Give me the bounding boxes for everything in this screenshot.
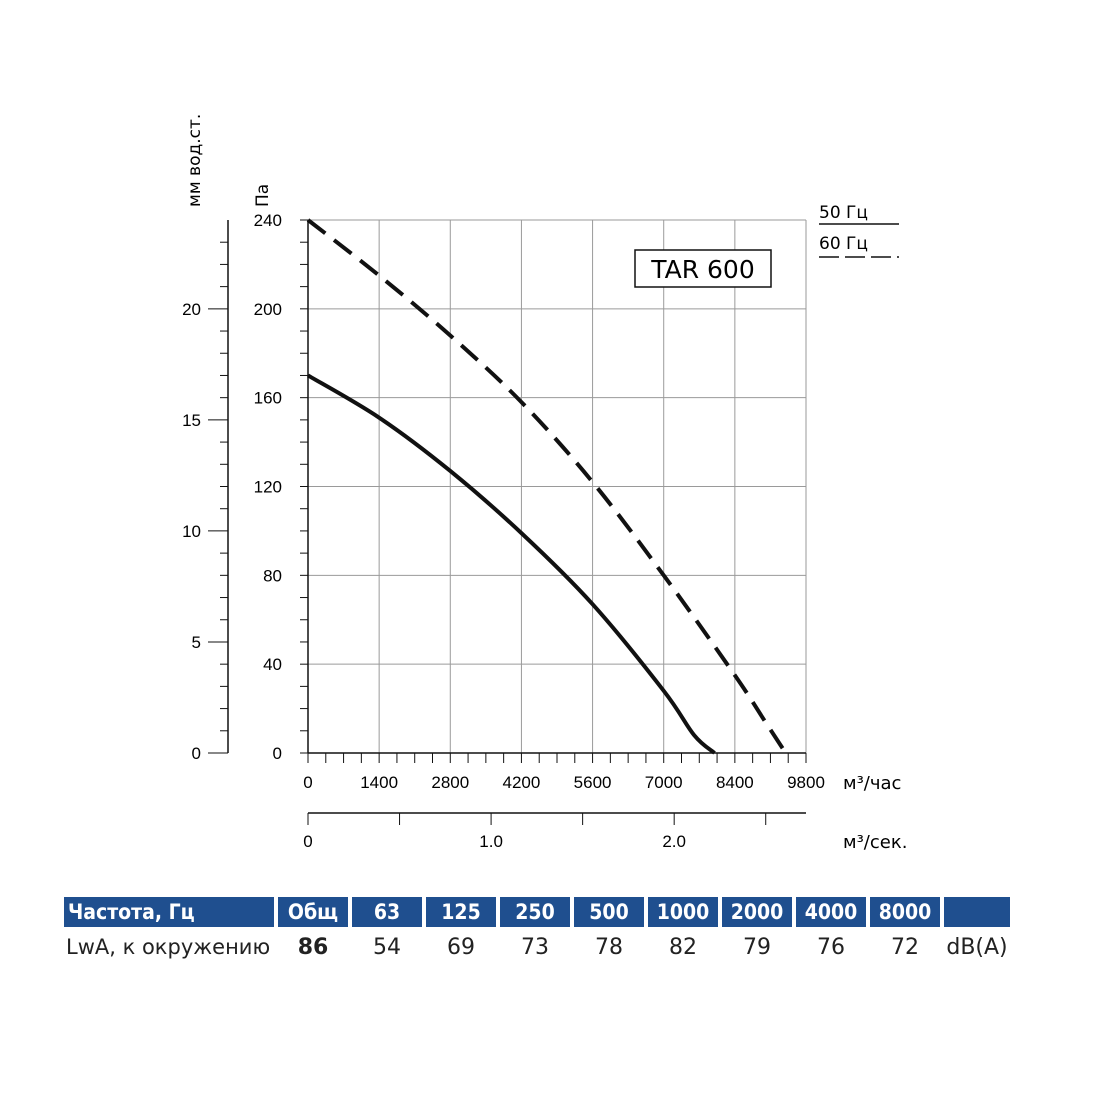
x-primary-tick-label: 7000: [645, 773, 683, 792]
band-value: 54: [373, 934, 401, 960]
noise-table-header-row: Частота, Гц Общ 63 125 250 500 1000 2000…: [64, 897, 1010, 927]
band-value: 72: [891, 934, 919, 960]
x-primary-label: м³/час: [843, 773, 901, 794]
y-primary-tick-label: 40: [263, 655, 282, 674]
x-primary-tick-label: 0: [303, 773, 312, 792]
header-cell: [944, 897, 1010, 927]
model-label: TAR 600: [650, 255, 754, 284]
header-cell: 4000: [796, 897, 866, 927]
x-primary-tick-label: 4200: [503, 773, 541, 792]
model-label-box: TAR 600: [634, 249, 772, 288]
y-secondary-label: мм вод.ст.: [185, 114, 205, 207]
y-secondary-tick-label: 20: [182, 300, 201, 319]
header-cell: 63: [352, 897, 422, 927]
y-secondary-tick-label: 0: [192, 744, 201, 763]
x-primary-tick-label: 5600: [574, 773, 612, 792]
grid: [307, 219, 807, 754]
y-primary-tick-label: 80: [263, 566, 282, 585]
band-value: 78: [595, 934, 623, 960]
header-cell: 500: [574, 897, 644, 927]
band-value: 79: [743, 934, 771, 960]
x-secondary-tick-label: 1.0: [479, 832, 503, 851]
y-primary-tick-label: 240: [254, 211, 282, 230]
y-secondary-tick-label: 5: [192, 633, 201, 652]
y-primary-tick-label: 120: [254, 478, 282, 497]
header-cell: 250: [500, 897, 570, 927]
noise-table-value-row: LwA, к окружению 86 54 69 73 78 82 79 76…: [64, 927, 1010, 967]
x-primary-tick-label: 2800: [431, 773, 469, 792]
x-secondary-label: м³/сек.: [843, 832, 907, 853]
header-cell: 8000: [870, 897, 940, 927]
header-cell: 2000: [722, 897, 792, 927]
band-value: 82: [669, 934, 697, 960]
series: [306, 218, 788, 755]
header-cell: Общ: [278, 897, 348, 927]
y-secondary-tick-label: 15: [182, 411, 201, 430]
y-primary-tick-label: 0: [273, 744, 282, 763]
header-cell: Частота, Гц: [64, 897, 274, 927]
curve-60hz: [306, 218, 788, 755]
x-secondary-tick-label: 0: [303, 832, 312, 851]
x-primary-tick-label: 1400: [360, 773, 398, 792]
header-cell: 125: [426, 897, 496, 927]
legend-item-50hz: 50 Гц: [819, 203, 899, 225]
curve-50hz: [306, 373, 716, 755]
unit-label: dB(A): [946, 934, 1008, 960]
y-primary-tick-label: 200: [254, 300, 282, 319]
band-value: 76: [817, 934, 845, 960]
legend-item-60hz: 60 Гц: [819, 234, 899, 258]
legend-label: 50 Гц: [819, 203, 868, 223]
band-value: 73: [521, 934, 549, 960]
y-primary-label: Па: [253, 184, 273, 207]
legend: 50 Гц 60 Гц: [819, 203, 899, 258]
x-primary-tick-label: 8400: [716, 773, 754, 792]
row-label: LwA, к окружению: [66, 935, 271, 959]
x-secondary-tick-label: 2.0: [662, 832, 686, 851]
y-primary-tick-label: 160: [254, 389, 282, 408]
total-value: 86: [297, 934, 329, 960]
y-secondary-tick-label: 10: [182, 522, 201, 541]
noise-table: Частота, Гц Общ 63 125 250 500 1000 2000…: [60, 897, 1014, 967]
header-cell: 1000: [648, 897, 718, 927]
band-value: 69: [447, 934, 475, 960]
legend-label: 60 Гц: [819, 234, 868, 254]
x-primary-tick-label: 9800: [787, 773, 825, 792]
